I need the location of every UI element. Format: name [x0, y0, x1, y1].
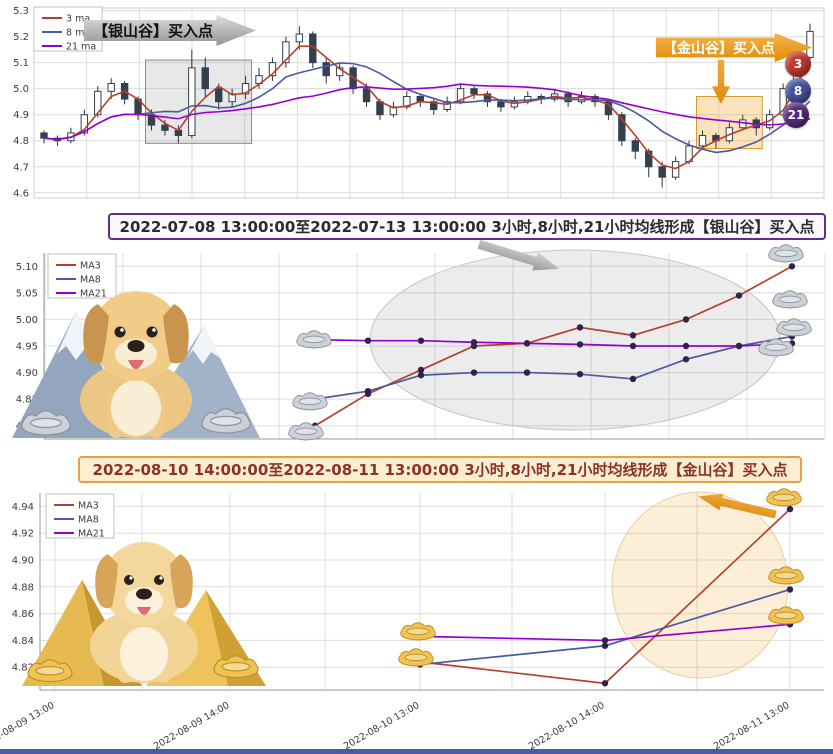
svg-text:4.85: 4.85 [16, 395, 38, 406]
silver-ingot-icon [766, 240, 806, 264]
svg-text:4.86: 4.86 [12, 609, 34, 620]
dog-pyramid-illustration [22, 542, 266, 686]
ma8-badge: 8 [785, 78, 811, 104]
svg-text:3 ma: 3 ma [66, 14, 90, 25]
gold-valley-title-text: 2022-08-10 14:00:00至2022-08-11 13:00:00 … [92, 461, 788, 479]
svg-text:MA3: MA3 [80, 261, 101, 272]
svg-text:4.88: 4.88 [12, 582, 34, 593]
svg-text:MA3: MA3 [78, 501, 99, 512]
svg-text:4.6: 4.6 [13, 188, 29, 199]
svg-text:4.8: 4.8 [13, 136, 29, 147]
svg-text:5.05: 5.05 [16, 288, 38, 299]
dog-mountain-illustration [12, 291, 260, 438]
svg-text:5.0: 5.0 [13, 84, 29, 95]
silver-ingot-icon [290, 388, 330, 412]
ma21-badge: 21 [783, 102, 809, 128]
svg-text:MA8: MA8 [78, 515, 99, 526]
svg-text:4.90: 4.90 [16, 368, 38, 379]
svg-text:4.84: 4.84 [12, 636, 34, 647]
svg-text:MA21: MA21 [80, 289, 107, 300]
silver-ingot-icon [294, 326, 334, 350]
svg-text:4.7: 4.7 [13, 162, 29, 173]
svg-text:4.95: 4.95 [16, 342, 38, 353]
svg-text:4.94: 4.94 [12, 502, 34, 513]
gold-ingot-icon [398, 618, 438, 642]
silver-ingot-icon [756, 334, 796, 358]
svg-text:MA8: MA8 [80, 275, 101, 286]
svg-text:5.1: 5.1 [13, 58, 29, 69]
svg-text:MA21: MA21 [78, 529, 105, 540]
ma3-badge: 3 [785, 51, 811, 77]
svg-text:4.92: 4.92 [12, 529, 34, 540]
gold-ingot-icon [766, 602, 806, 626]
svg-text:4.90: 4.90 [12, 556, 34, 567]
silver-ingot-icon [286, 418, 326, 442]
svg-text:5.3: 5.3 [13, 6, 29, 17]
silver-valley-callout-label: 【银山谷】买入点 [93, 22, 214, 40]
svg-text:4.82: 4.82 [12, 663, 34, 674]
gold-ingot-icon [764, 484, 804, 508]
silver-valley-callout: 【银山谷】买入点 [84, 15, 256, 46]
bottom-edge-bar [0, 749, 833, 754]
silver-valley-title-banner: 2022-07-08 13:00:00至2022-07-13 13:00:00 … [108, 213, 826, 240]
svg-text:5.2: 5.2 [13, 32, 29, 43]
svg-text:2022-08-10 13:00: 2022-08-10 13:00 [342, 700, 422, 752]
gold-valley-callout-label: 【金山谷】买入点 [663, 40, 775, 57]
gold-ingot-icon [766, 562, 806, 586]
svg-text:21 ma: 21 ma [66, 42, 96, 53]
gold-ingot-icon [396, 644, 436, 668]
svg-text:2022-08-09 13:00: 2022-08-09 13:00 [0, 700, 56, 752]
silver-ingot-icon [770, 286, 810, 310]
silver-valley-title-text: 2022-07-08 13:00:00至2022-07-13 13:00:00 … [119, 218, 815, 236]
gold-valley-title-banner: 2022-08-10 14:00:00至2022-08-11 13:00:00 … [78, 456, 802, 483]
dog-icon [80, 291, 192, 438]
svg-text:2022-08-09 14:00: 2022-08-09 14:00 [152, 700, 232, 752]
svg-text:8 ma: 8 ma [66, 28, 90, 39]
dog-icon [90, 542, 198, 683]
svg-text:5.00: 5.00 [16, 315, 38, 326]
svg-text:2022-08-10 14:00: 2022-08-10 14:00 [527, 700, 607, 752]
candlestick-chart: 5.3 5.2 5.1 5.0 4.9 4.8 4.7 4.6 3 ma 8 ma 21 ma [0, 0, 833, 212]
svg-text:2022-08-11 13:00: 2022-08-11 13:00 [712, 700, 792, 752]
svg-text:5.10: 5.10 [16, 262, 38, 273]
svg-text:4.9: 4.9 [13, 110, 29, 121]
